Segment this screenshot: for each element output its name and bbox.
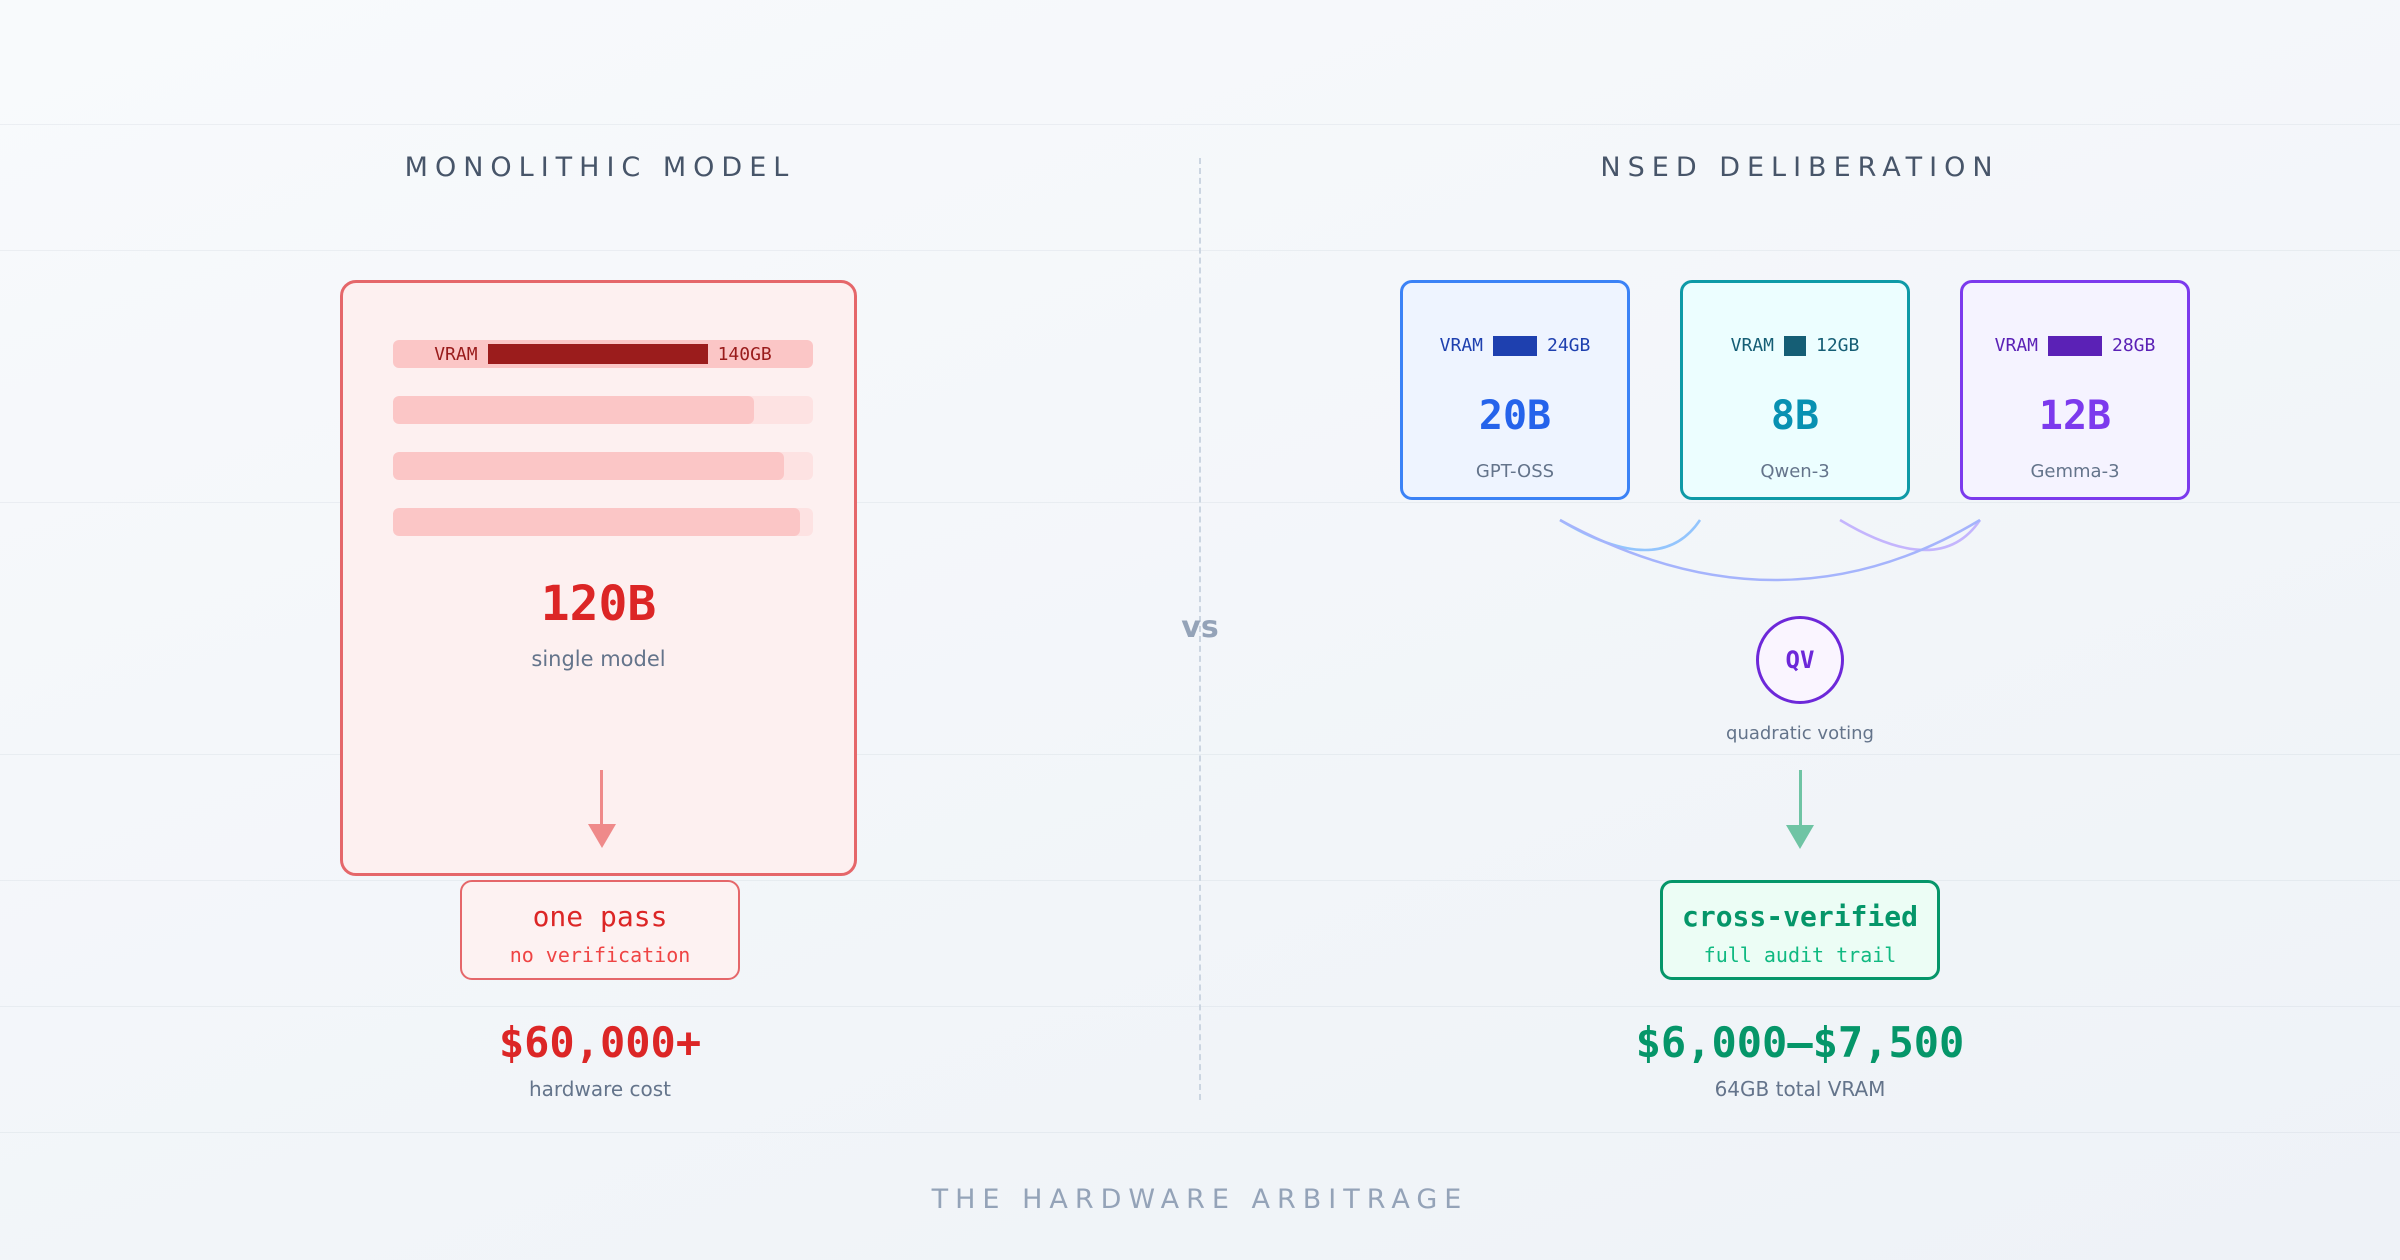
column-divider — [1199, 158, 1201, 1100]
model-size: 8B — [1770, 393, 1820, 439]
memory-bar-1 — [393, 396, 813, 424]
vram-size: 140GB — [717, 343, 772, 365]
monolithic-model-card: VRAM 140GB 120B single model — [340, 280, 857, 876]
result-title: cross-verified — [1681, 900, 1918, 933]
voting-label: quadratic voting — [1726, 723, 1874, 744]
one-pass-box: one pass no verification — [460, 880, 740, 980]
model-vram-size: 28GB — [2112, 335, 2156, 356]
model-size: 12B — [2038, 393, 2112, 439]
vram-blocks — [2048, 335, 2102, 356]
model-card-gemma-3: VRAM 28GB 12B Gemma-3 — [1960, 280, 2190, 500]
vram-blocks — [1784, 335, 1806, 356]
monolithic-heading: MONOLITHIC MODEL — [404, 152, 796, 183]
quadratic-voting-node: QV — [1756, 616, 1844, 704]
model-size: 20B — [1478, 393, 1552, 439]
result-title: one pass — [532, 900, 668, 933]
memory-bar-2-fill — [393, 452, 784, 480]
model-name: Gemma-3 — [2030, 461, 2120, 482]
memory-bar-3 — [393, 508, 813, 536]
vram-bar: VRAM 140GB — [393, 340, 813, 368]
nsed-heading: NSED DELIBERATION — [1600, 152, 2000, 183]
footer-title: THE HARDWARE ARBITRAGE — [931, 1184, 1469, 1215]
vram-blocks — [487, 344, 708, 364]
curve-qwen-gemma — [1839, 518, 1982, 552]
curve-gpt-gemma — [1559, 518, 1981, 582]
model-name: Qwen-3 — [1760, 461, 1830, 482]
down-arrow-line — [1799, 770, 1802, 825]
model-vram-size: 24GB — [1547, 335, 1591, 356]
model-vram-label: VRAM — [1994, 335, 2038, 356]
model-size: 120B — [540, 576, 657, 632]
memory-bar-1-fill — [393, 396, 755, 424]
model-card-qwen-3: VRAM 12GB 8B Qwen-3 — [1680, 280, 1910, 500]
vs-label: vs — [1181, 610, 1219, 645]
hardware-cost: $6,000–$7,500 — [1635, 1018, 1965, 1067]
curve-gpt-qwen — [1559, 518, 1702, 552]
cross-verified-box: cross-verified full audit trail — [1660, 880, 1940, 980]
hardware-cost: $60,000+ — [498, 1018, 702, 1067]
down-arrow-line — [600, 770, 603, 825]
hardware-cost-label: hardware cost — [528, 1077, 672, 1101]
model-vram-size: 12GB — [1816, 335, 1860, 356]
vram-label: VRAM — [434, 343, 478, 365]
model-name: GPT-OSS — [1475, 461, 1555, 482]
hardware-cost-label: 64GB total VRAM — [1714, 1077, 1886, 1101]
memory-bar-2 — [393, 452, 813, 480]
model-vram-label: VRAM — [1730, 335, 1774, 356]
vram-blocks — [1493, 335, 1537, 356]
result-subtitle: no verification — [509, 943, 691, 967]
down-arrow-icon — [588, 824, 616, 848]
model-vram-label: VRAM — [1439, 335, 1483, 356]
model-desc: single model — [531, 647, 666, 671]
result-subtitle: full audit trail — [1703, 943, 1897, 967]
model-card-gpt-oss: VRAM 24GB 20B GPT-OSS — [1400, 280, 1630, 500]
down-arrow-icon — [1786, 825, 1814, 849]
memory-bar-3-fill — [393, 508, 801, 536]
